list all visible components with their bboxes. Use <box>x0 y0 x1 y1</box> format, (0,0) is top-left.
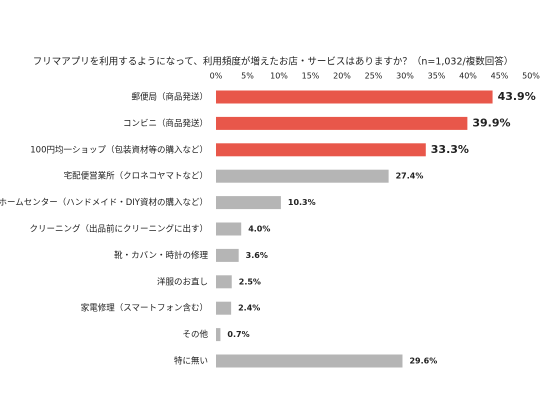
category-label: 家電修理（スマートフォン含む） <box>81 303 208 314</box>
bar <box>216 169 389 183</box>
bar <box>216 116 468 130</box>
x-tick-label: 45% <box>491 72 509 81</box>
category-label: その他 <box>182 329 208 340</box>
value-label: 2.5% <box>239 277 261 286</box>
category-label: 郵便局（商品発送） <box>131 92 208 103</box>
category-label: 特に無い <box>174 356 208 367</box>
category-label: コンビニ（商品発送） <box>123 118 208 129</box>
value-label: 0.7% <box>227 330 249 339</box>
x-tick-label: 25% <box>365 72 383 81</box>
x-tick-label: 0% <box>210 72 223 81</box>
bar <box>216 301 232 315</box>
value-label: 33.3% <box>431 143 469 156</box>
category-label: 洋服のお直し <box>157 276 208 287</box>
category-label: 100円均一ショップ（包装資材等の購入など） <box>30 144 208 155</box>
x-tick-label: 15% <box>302 72 320 81</box>
bar <box>216 222 242 236</box>
category-label: 宅配便営業所（クロネコヤマトなど） <box>64 171 208 182</box>
value-label: 27.4% <box>396 172 424 181</box>
bar <box>216 90 493 104</box>
x-tick-label: 50% <box>522 72 540 81</box>
category-label: クリーニング（出品前にクリーニングに出す） <box>29 224 208 235</box>
x-tick-label: 35% <box>428 72 446 81</box>
value-label: 4.0% <box>248 225 270 234</box>
x-tick-label: 20% <box>333 72 351 81</box>
x-tick-label: 40% <box>459 72 477 81</box>
value-label: 43.9% <box>498 90 536 103</box>
bar <box>216 143 426 157</box>
x-tick-label: 5% <box>241 72 254 81</box>
value-label: 29.6% <box>409 357 437 366</box>
value-label: 39.9% <box>472 116 510 129</box>
bar <box>216 196 281 210</box>
category-label: 靴・カバン・時計の修理 <box>114 250 208 261</box>
category-label: ホームセンター（ハンドメイド・DIY資材の購入など） <box>0 197 208 208</box>
value-label: 3.6% <box>246 251 268 260</box>
bar <box>216 248 239 262</box>
value-label: 2.4% <box>238 304 260 313</box>
chart-title: フリマアプリを利用するようになって、利用頻度が増えたお店・サービスはありますか？… <box>33 56 513 68</box>
x-tick-label: 30% <box>396 72 414 81</box>
x-tick-label: 10% <box>270 72 288 81</box>
bar <box>216 275 232 289</box>
bar <box>216 354 403 368</box>
bar <box>216 328 221 342</box>
value-label: 10.3% <box>288 198 316 207</box>
